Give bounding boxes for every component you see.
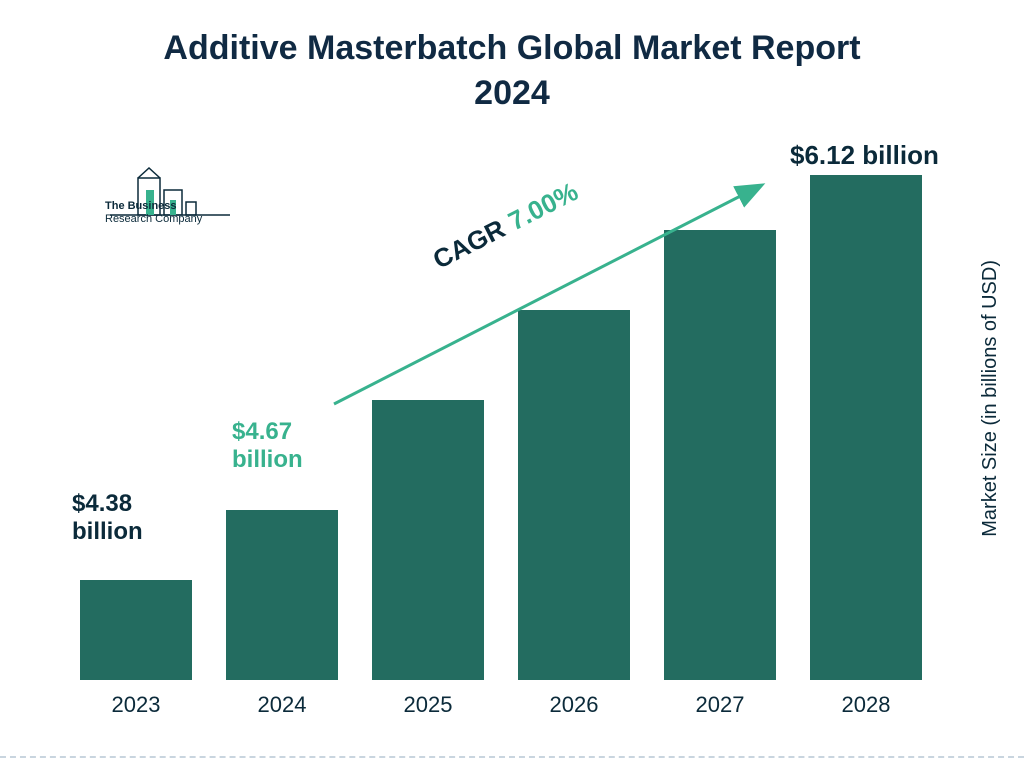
logo-text-line1: The Business	[105, 200, 177, 212]
cagr-text-percent: 7.00%	[503, 176, 582, 236]
xlabel-2027: 2027	[664, 692, 776, 718]
xlabel-2024: 2024	[226, 692, 338, 718]
value-2023-line1: $4.38	[72, 490, 132, 517]
xlabel-2026: 2026	[518, 692, 630, 718]
value-label-2024: $4.67 billion	[232, 418, 372, 473]
y-axis-title: Market Size (in billions of USD)	[979, 260, 1002, 537]
value-label-2023: $4.38 billion	[72, 490, 212, 545]
bar-2023	[80, 580, 192, 680]
page-title: Additive Masterbatch Global Market Repor…	[0, 28, 1024, 114]
footer-divider	[0, 756, 1024, 758]
bar-2025	[372, 400, 484, 680]
xlabel-2023: 2023	[80, 692, 192, 718]
cagr-label: CAGR7.00%	[428, 176, 583, 275]
value-2028: $6.12 billion	[790, 140, 939, 170]
value-2024-line2: billion	[232, 446, 303, 473]
logo-text-line2: Research Company	[105, 213, 202, 225]
bar-2024	[226, 510, 338, 680]
bar-2027	[664, 230, 776, 680]
value-2023-line2: billion	[72, 518, 143, 545]
bar-2028	[810, 175, 922, 680]
xlabel-2025: 2025	[372, 692, 484, 718]
value-2024-line1: $4.67	[232, 418, 292, 445]
title-line1: Additive Masterbatch Global Market Repor…	[0, 28, 1024, 69]
cagr-text-label: CAGR	[428, 213, 510, 274]
bar-2026	[518, 310, 630, 680]
company-logo-text: The Business Research Company	[105, 200, 202, 225]
xlabel-2028: 2028	[810, 692, 922, 718]
value-label-2028: $6.12 billion	[790, 140, 990, 171]
title-line2: 2024	[0, 73, 1024, 114]
